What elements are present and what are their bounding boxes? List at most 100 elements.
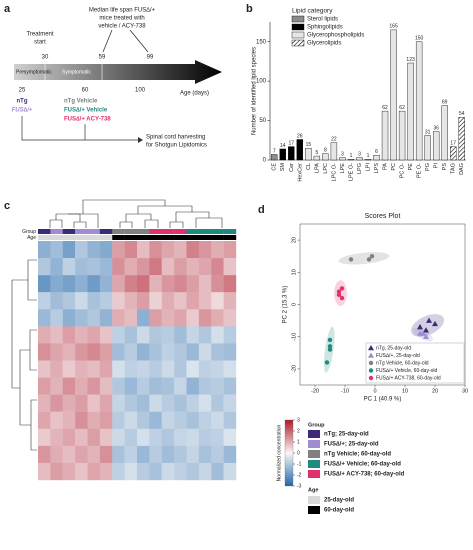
heatmap-cell [161,428,175,447]
y-axis-label: PC 2 (15.3 %) [283,286,289,324]
phase: Symptomatic [62,69,91,75]
bar [271,154,278,161]
heatmap-cell [223,309,237,327]
heatmap-cell [75,309,88,327]
heatmap-cell [62,411,76,429]
heatmap-cell [186,462,200,481]
age-cell [174,235,187,240]
heatmap-cell [87,445,101,464]
group-cell [211,229,224,234]
heatmap-cell [87,411,101,429]
group-cell [38,229,51,234]
heatmap-cell [87,258,101,276]
confidence-ellipse [334,280,347,307]
heatmap-cell [161,360,175,378]
arrowhead [138,137,143,143]
legend-title: Group [308,422,325,428]
legend-swatch [308,430,320,438]
group-cell [186,229,200,234]
age-cell [137,235,150,240]
bar [356,157,363,161]
legend-label: FUS∆/+; 25-day-old [324,441,379,448]
heatmap-cell [149,394,162,412]
connector [21,116,138,141]
heatmap-cell [211,360,224,378]
x-tick-label: -20 [311,388,319,394]
heatmap-cell [124,292,138,310]
legend-label: nTg, 25-day-old [376,345,411,351]
colorbar-label: -2 [297,472,302,478]
heatmap-cell [99,428,113,447]
heatmap-cell [223,275,237,293]
point [348,257,354,262]
heatmap-cell [149,275,162,293]
harvest-text: for Shotgun Lipidomics [146,143,207,149]
heatmap-cell [211,377,224,395]
heatmap-cell [149,462,162,481]
heatmap-cell [174,275,187,293]
heatmap-cell [75,343,88,361]
panel-label: b [246,3,253,15]
x-tick-label: PI [434,163,440,169]
heatmap-cell [87,292,101,310]
heatmap-cell [211,343,224,361]
group-cell [161,229,175,234]
age-tick: 30 [42,55,49,61]
point [324,360,330,365]
heatmap-cell [149,292,162,310]
heatmap-cell [50,326,63,344]
axis-label: Age (days) [180,91,209,97]
bar [288,146,295,161]
bar [364,159,372,161]
legend-title: Lipid category [292,8,333,15]
heatmap-cell [112,360,125,378]
heatmap-cell [62,343,76,361]
age-tick: 59 [99,55,106,61]
bar [424,135,431,161]
heatmap-cell [99,292,113,310]
heatmap-cell [198,326,212,344]
value-label: 69 [442,99,448,105]
heatmap-cell [87,377,101,395]
legend-label: Sterol lipids [307,17,338,23]
treatment-text: Treatment [26,32,53,38]
heatmap-cell [124,394,138,412]
group-cell [137,229,150,234]
heatmap-cell [198,360,212,378]
heatmap-cell [149,326,162,344]
legend-label: FUS∆/+ ACY-738, 60-day-old [376,375,441,381]
heatmap-cell [149,309,162,327]
age-cell [223,235,237,240]
point [327,344,333,349]
heatmap-cell [38,428,51,447]
heatmap-cell [211,411,224,429]
harvest-text: Spinal cord harvesting [146,135,205,141]
heatmap-cell [87,275,101,293]
point [417,324,423,330]
value-label: 22 [331,136,337,142]
legend-label: Sphingolipids [307,25,343,31]
legend-swatch [308,460,320,468]
point [336,292,342,298]
colorbar-label: 1 [297,439,300,445]
heatmap-cell [161,394,175,412]
heatmap-cell [137,292,150,310]
group-cell [223,229,237,234]
x-tick-label: SM [280,163,286,172]
legend-label: nTg Vehicle; 60-day-old [324,452,391,458]
x-tick-label: PS [442,163,448,171]
heatmap-cell [124,377,138,395]
value-label: 17 [450,140,456,146]
x-tick-label: LPS [374,163,380,174]
bar [381,110,389,161]
bar [305,147,312,161]
heatmap-cell [50,292,63,310]
colorbar-label: 0 [297,450,300,456]
legend-swatch [308,496,320,504]
heatmap-cell [161,326,175,344]
heatmap-cell [75,377,88,395]
heatmap-cell [38,377,51,395]
legend-label: FUS∆/+ ACY-738; 60-day-old [324,471,405,478]
bar [398,110,406,161]
value-label: 62 [382,105,388,111]
